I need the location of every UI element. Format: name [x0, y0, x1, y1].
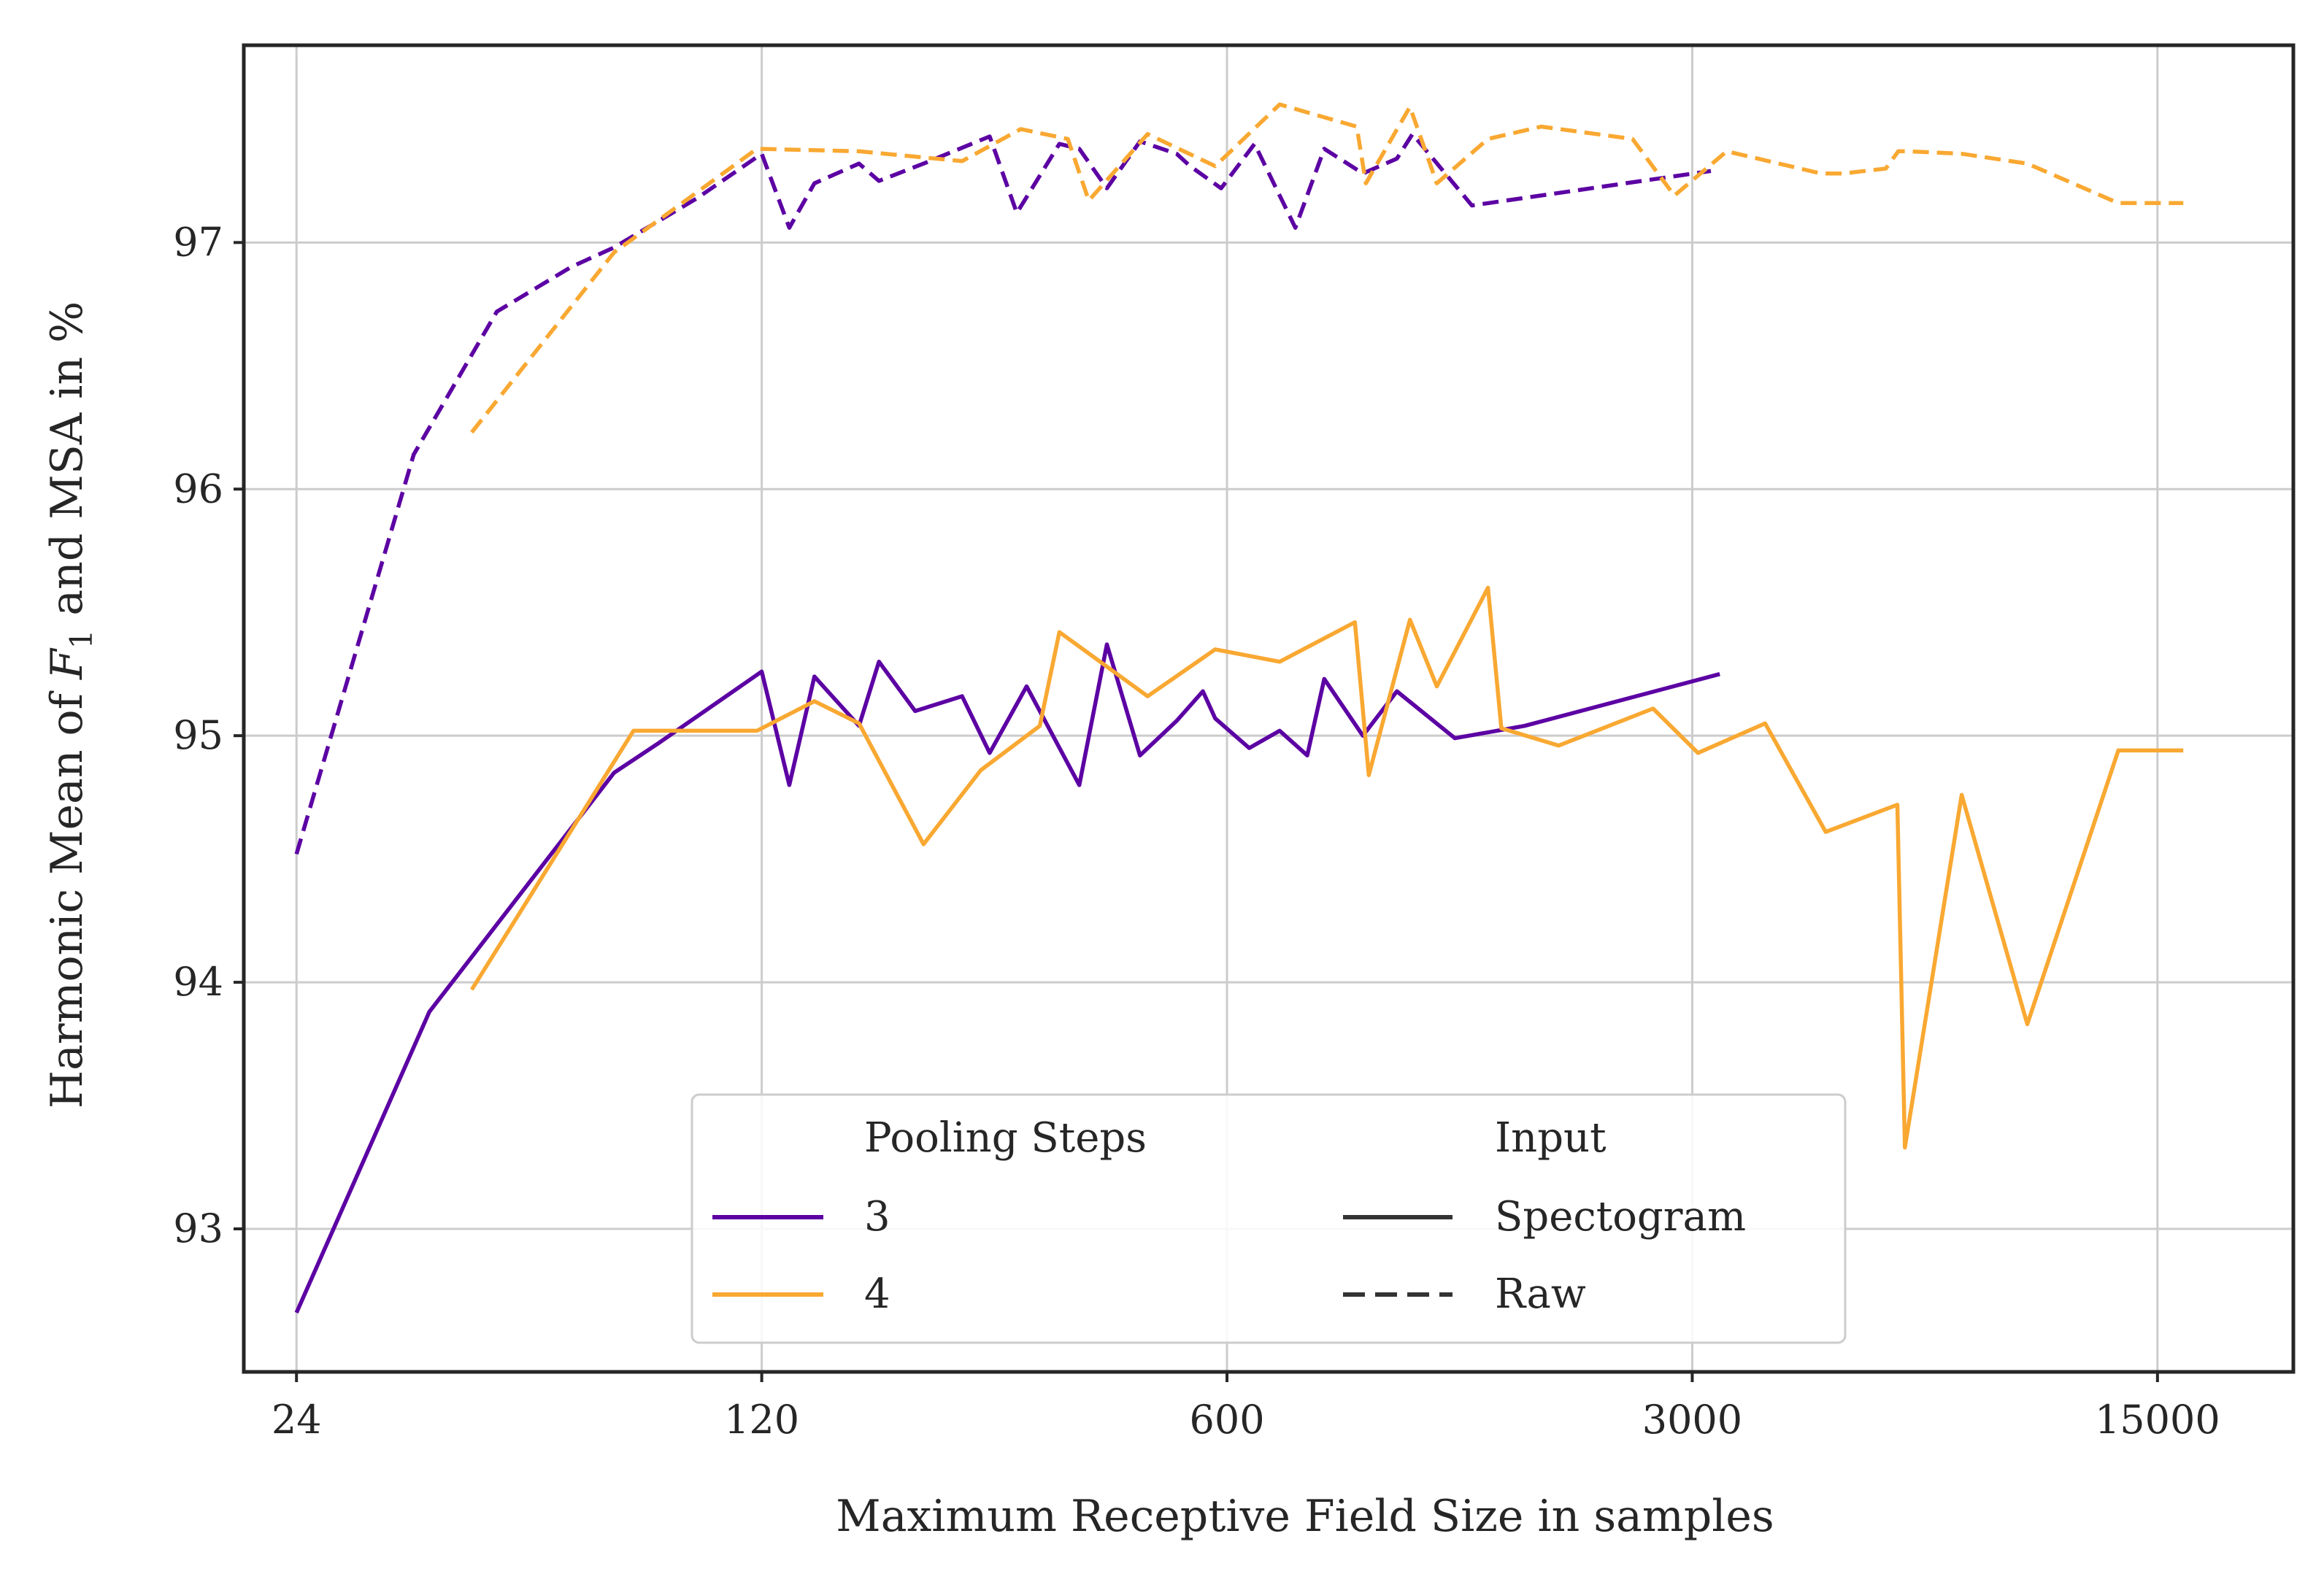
- x-tick-label: 600: [1189, 1397, 1264, 1443]
- series-line-pool4-spectogram: [469, 585, 2184, 1150]
- plot-frame: [242, 43, 2296, 1374]
- y-tick-label: 94: [173, 959, 223, 1005]
- y-axis-label-subscript: 1: [64, 630, 99, 649]
- x-tick-label: 120: [724, 1397, 799, 1443]
- legend-label-pool3: 3: [864, 1193, 890, 1241]
- legend-label-spectogram: Spectogram: [1495, 1193, 1746, 1241]
- series-line-pool4-raw: [470, 102, 2184, 434]
- y-axis-label-variable: F: [42, 647, 93, 680]
- y-tick-label: 93: [173, 1206, 223, 1251]
- y-axis-label-suffix: and MSA in %: [42, 301, 93, 630]
- legend-label-pool4: 4: [864, 1270, 890, 1318]
- x-axis-ticks: 24 120 600 3000 15000: [272, 1372, 2220, 1443]
- series-group: [294, 102, 2184, 1314]
- x-axis-label: Maximum Receptive Field Size in samples: [836, 1491, 1774, 1542]
- y-axis-label: Harmonic Mean of F1 and MSA in %: [42, 301, 99, 1108]
- x-tick-label: 15000: [2095, 1397, 2220, 1443]
- x-tick-label: 3000: [1642, 1397, 1742, 1443]
- legend-label-raw: Raw: [1495, 1270, 1586, 1318]
- legend-title-input: Input: [1495, 1114, 1607, 1162]
- legend: Pooling Steps 3 4 Input Spectogram Raw: [690, 1093, 1847, 1344]
- legend-title-pooling: Pooling Steps: [864, 1114, 1147, 1162]
- x-tick-label: 24: [272, 1397, 322, 1443]
- legend-box: [690, 1093, 1847, 1344]
- y-axis-ticks: 93 94 95 96 97: [173, 219, 244, 1251]
- y-axis-label-prefix: Harmonic Mean of: [42, 679, 93, 1108]
- y-tick-label: 95: [173, 712, 223, 758]
- y-tick-label: 97: [173, 219, 223, 265]
- series-line-pool3-spectogram: [294, 642, 1720, 1314]
- y-tick-label: 96: [173, 466, 223, 512]
